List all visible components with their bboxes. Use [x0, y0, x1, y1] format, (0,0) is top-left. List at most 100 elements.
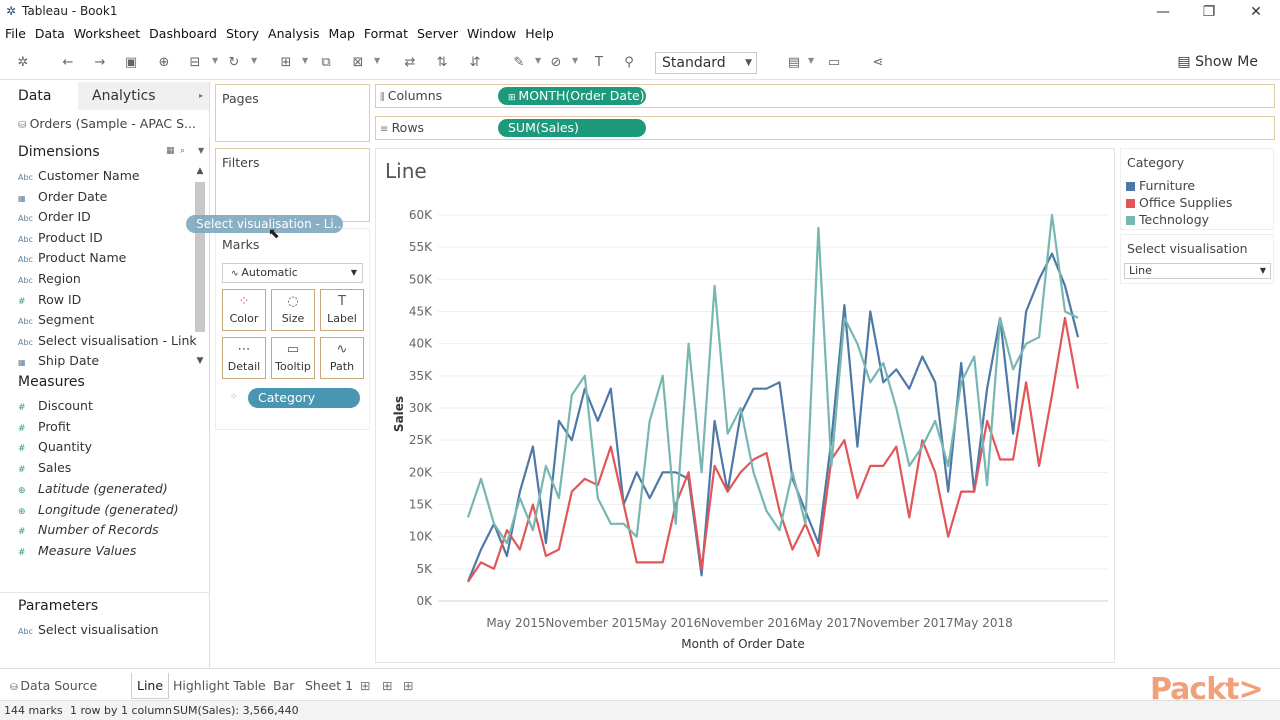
- measure-field[interactable]: # Discount: [18, 396, 93, 416]
- refresh-icon[interactable]: ↻: [228, 55, 240, 70]
- chevron-down-icon[interactable]: ▼: [535, 56, 542, 65]
- menu-help[interactable]: Help: [525, 26, 554, 41]
- menu-format[interactable]: Format: [363, 26, 408, 41]
- category-color-pill[interactable]: Category: [248, 388, 360, 408]
- fix-axes-icon[interactable]: ⚲: [624, 55, 634, 70]
- path-button[interactable]: ∿ Path: [320, 337, 364, 379]
- duplicate-sheet-icon[interactable]: ⧉: [321, 55, 331, 70]
- color-button[interactable]: ⁘ Color: [222, 289, 266, 331]
- highlight-icon[interactable]: ✎: [513, 55, 525, 70]
- new-worksheet-icon[interactable]: ⊞: [360, 678, 371, 693]
- show-cards-icon[interactable]: ▤: [787, 55, 801, 70]
- parameter-dropdown[interactable]: Line ▼: [1124, 263, 1271, 279]
- tab-sheet-bar[interactable]: Bar: [273, 678, 295, 693]
- dimension-field[interactable]: Abc Product ID: [18, 228, 103, 248]
- search-icon[interactable]: ⌕: [180, 146, 186, 156]
- new-story-icon[interactable]: ⊞: [403, 678, 414, 693]
- dimension-field[interactable]: Abc Customer Name: [18, 166, 140, 186]
- series-line-technology[interactable]: [466, 213, 1079, 545]
- share-icon[interactable]: ⋖: [872, 55, 884, 70]
- tableau-logo-icon[interactable]: ✲: [17, 55, 29, 70]
- dimension-field[interactable]: Abc Segment: [18, 310, 94, 330]
- measure-field[interactable]: # Number of Records: [18, 520, 159, 540]
- measure-field[interactable]: # Sales: [18, 458, 71, 478]
- menu-window[interactable]: Window: [466, 26, 517, 41]
- dimension-field[interactable]: Abc Region: [18, 269, 81, 289]
- legend-item-furniture[interactable]: Furniture: [1126, 178, 1195, 193]
- filters-card[interactable]: Filters: [215, 148, 370, 222]
- label-button[interactable]: T Label: [320, 289, 364, 331]
- measure-field[interactable]: # Quantity: [18, 437, 92, 457]
- measure-field[interactable]: # Measure Values: [18, 541, 136, 561]
- line-chart[interactable]: 0K 5K 10K 15K 20K 25K 30K 35K 40K 45K 50K 55K 60K May…: [376, 149, 1116, 664]
- restore-button[interactable]: ❐: [1202, 4, 1216, 20]
- series-line-office-supplies[interactable]: [467, 316, 1080, 583]
- rows-shelf[interactable]: ≡ Rows SUM(Sales): [375, 116, 1275, 140]
- measure-field[interactable]: ⊕ Latitude (generated): [18, 479, 168, 499]
- chevron-down-icon[interactable]: ▼: [212, 56, 219, 65]
- tooltip-button[interactable]: ▭ Tooltip: [271, 337, 315, 379]
- menu-file[interactable]: File: [5, 26, 26, 41]
- measure-field[interactable]: # Profit: [18, 417, 71, 437]
- dimension-field[interactable]: Abc Select visualisation - Link: [18, 331, 197, 351]
- rows-pill[interactable]: SUM(Sales): [498, 119, 646, 137]
- series-line-furniture[interactable]: [466, 252, 1080, 583]
- undo-icon[interactable]: ←: [62, 55, 74, 70]
- chevron-down-icon[interactable]: ▼: [302, 56, 309, 65]
- chevron-down-icon[interactable]: ▼: [572, 56, 579, 65]
- measure-field[interactable]: ⊕ Longitude (generated): [18, 500, 179, 520]
- chart-title[interactable]: Line: [385, 159, 427, 183]
- view-options-icon[interactable]: ▦: [166, 146, 175, 156]
- category-legend[interactable]: Category Furniture Office Supplies Techn…: [1120, 148, 1274, 230]
- fit-mode-dropdown[interactable]: Standard ▼: [655, 52, 757, 74]
- dimension-field[interactable]: ▦ Order Date: [18, 187, 107, 207]
- swap-axes-icon[interactable]: ⇄: [404, 55, 416, 70]
- parameter-field[interactable]: Abc Select visualisation: [18, 620, 159, 640]
- menu-data[interactable]: Data: [34, 26, 65, 41]
- menu-map[interactable]: Map: [328, 26, 355, 41]
- dimension-field[interactable]: # Row ID: [18, 290, 81, 310]
- scroll-down-icon[interactable]: ▼: [196, 356, 204, 366]
- menu-server[interactable]: Server: [416, 26, 458, 41]
- tab-data-source[interactable]: ⛁ Data Source: [5, 673, 102, 699]
- minimize-button[interactable]: —: [1156, 4, 1170, 20]
- sort-descending-icon[interactable]: ⇵: [469, 55, 481, 70]
- menu-story[interactable]: Story: [225, 26, 260, 41]
- new-dashboard-icon[interactable]: ⊞: [382, 678, 393, 693]
- datasource-item[interactable]: ⛁ Orders (Sample - APAC S...: [18, 116, 196, 131]
- dimension-field[interactable]: Abc Product Name: [18, 248, 126, 268]
- size-button[interactable]: ◌ Size: [271, 289, 315, 331]
- detail-button[interactable]: ⋯ Detail: [222, 337, 266, 379]
- dragged-field-pill[interactable]: Select visualisation - Li...: [186, 215, 343, 233]
- sort-ascending-icon[interactable]: ⇅: [436, 55, 448, 70]
- chevron-down-icon[interactable]: ▼: [374, 56, 381, 65]
- menu-worksheet[interactable]: Worksheet: [73, 26, 141, 41]
- chevron-down-icon[interactable]: ▼: [251, 56, 258, 65]
- presentation-mode-icon[interactable]: ▭: [827, 55, 841, 70]
- chart-view[interactable]: 0K 5K 10K 15K 20K 25K 30K 35K 40K 45K 50K 55K 60K May…: [375, 148, 1115, 663]
- legend-item-office-supplies[interactable]: Office Supplies: [1126, 195, 1232, 210]
- tab-sheet-highlight-table[interactable]: Highlight Table: [173, 678, 266, 693]
- pages-card[interactable]: Pages: [215, 84, 370, 142]
- columns-pill[interactable]: ⊞ MONTH(Order Date): [498, 87, 646, 105]
- group-members-icon[interactable]: ⊘: [550, 55, 562, 70]
- x-axis-title[interactable]: Month of Order Date: [681, 637, 804, 651]
- menu-analysis[interactable]: Analysis: [268, 26, 320, 41]
- tab-sheet-line[interactable]: Line: [131, 673, 170, 699]
- show-me-button[interactable]: ▤ Show Me: [1177, 54, 1258, 70]
- dimensions-scrollbar[interactable]: ▲ ▼: [193, 166, 207, 372]
- columns-shelf[interactable]: ⫼ Columns ⊞ MONTH(Order Date): [375, 84, 1275, 108]
- new-datasource-icon[interactable]: ⊕: [158, 55, 170, 70]
- close-button[interactable]: ✕: [1250, 4, 1262, 20]
- mark-type-dropdown[interactable]: ∿ Automatic ▼: [222, 263, 363, 283]
- tab-sheet-1[interactable]: Sheet 1: [305, 678, 354, 693]
- chevron-down-icon[interactable]: ▼: [198, 146, 205, 155]
- dimension-field[interactable]: ▦ Ship Date: [18, 351, 99, 371]
- scroll-up-icon[interactable]: ▲: [196, 166, 204, 176]
- pane-menu-icon[interactable]: ▸: [198, 91, 203, 100]
- redo-icon[interactable]: →: [94, 55, 106, 70]
- y-axis-title[interactable]: Sales: [392, 396, 406, 432]
- chevron-down-icon[interactable]: ▼: [808, 56, 815, 65]
- menu-dashboard[interactable]: Dashboard: [149, 26, 217, 41]
- dimension-field[interactable]: Abc Order ID: [18, 207, 91, 227]
